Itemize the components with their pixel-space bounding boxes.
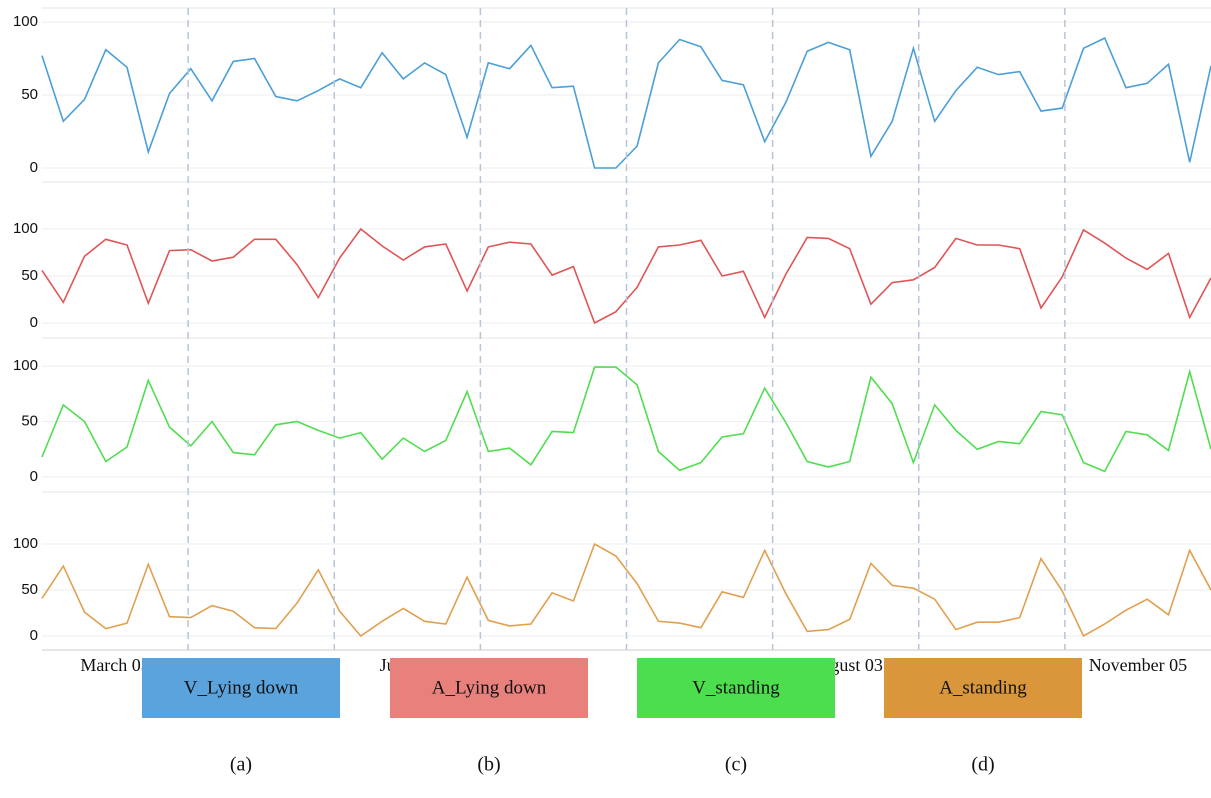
legend-label: V_standing xyxy=(692,677,780,698)
legend-label: A_standing xyxy=(939,677,1027,698)
y-tick-label: 100 xyxy=(13,535,38,552)
legend-swatch xyxy=(637,658,835,718)
legend-swatch xyxy=(884,658,1082,718)
y-tick-label: 100 xyxy=(13,357,38,374)
y-tick-label: 0 xyxy=(30,627,38,644)
series-line xyxy=(41,366,1211,473)
legend-label: V_Lying down xyxy=(184,677,299,698)
caption: (b) xyxy=(477,754,500,776)
x-group-label: March 05 xyxy=(80,655,149,675)
y-tick-label: 50 xyxy=(21,412,38,429)
caption: (d) xyxy=(971,754,994,776)
series-line xyxy=(41,542,1211,638)
x-group-label: November 05 xyxy=(1089,655,1187,675)
y-tick-label: 0 xyxy=(30,468,38,485)
y-tick-label: 50 xyxy=(21,581,38,598)
caption: (c) xyxy=(725,754,747,776)
y-tick-label: 0 xyxy=(30,159,38,176)
legend-label: A_Lying down xyxy=(432,677,547,698)
y-tick-label: 0 xyxy=(30,314,38,331)
legend-swatch xyxy=(390,658,588,718)
y-tick-label: 100 xyxy=(13,220,38,237)
y-tick-label: 50 xyxy=(21,86,38,103)
legend-swatch xyxy=(142,658,340,718)
y-tick-label: 50 xyxy=(21,267,38,284)
y-tick-label: 100 xyxy=(13,13,38,30)
caption: (a) xyxy=(230,754,252,776)
